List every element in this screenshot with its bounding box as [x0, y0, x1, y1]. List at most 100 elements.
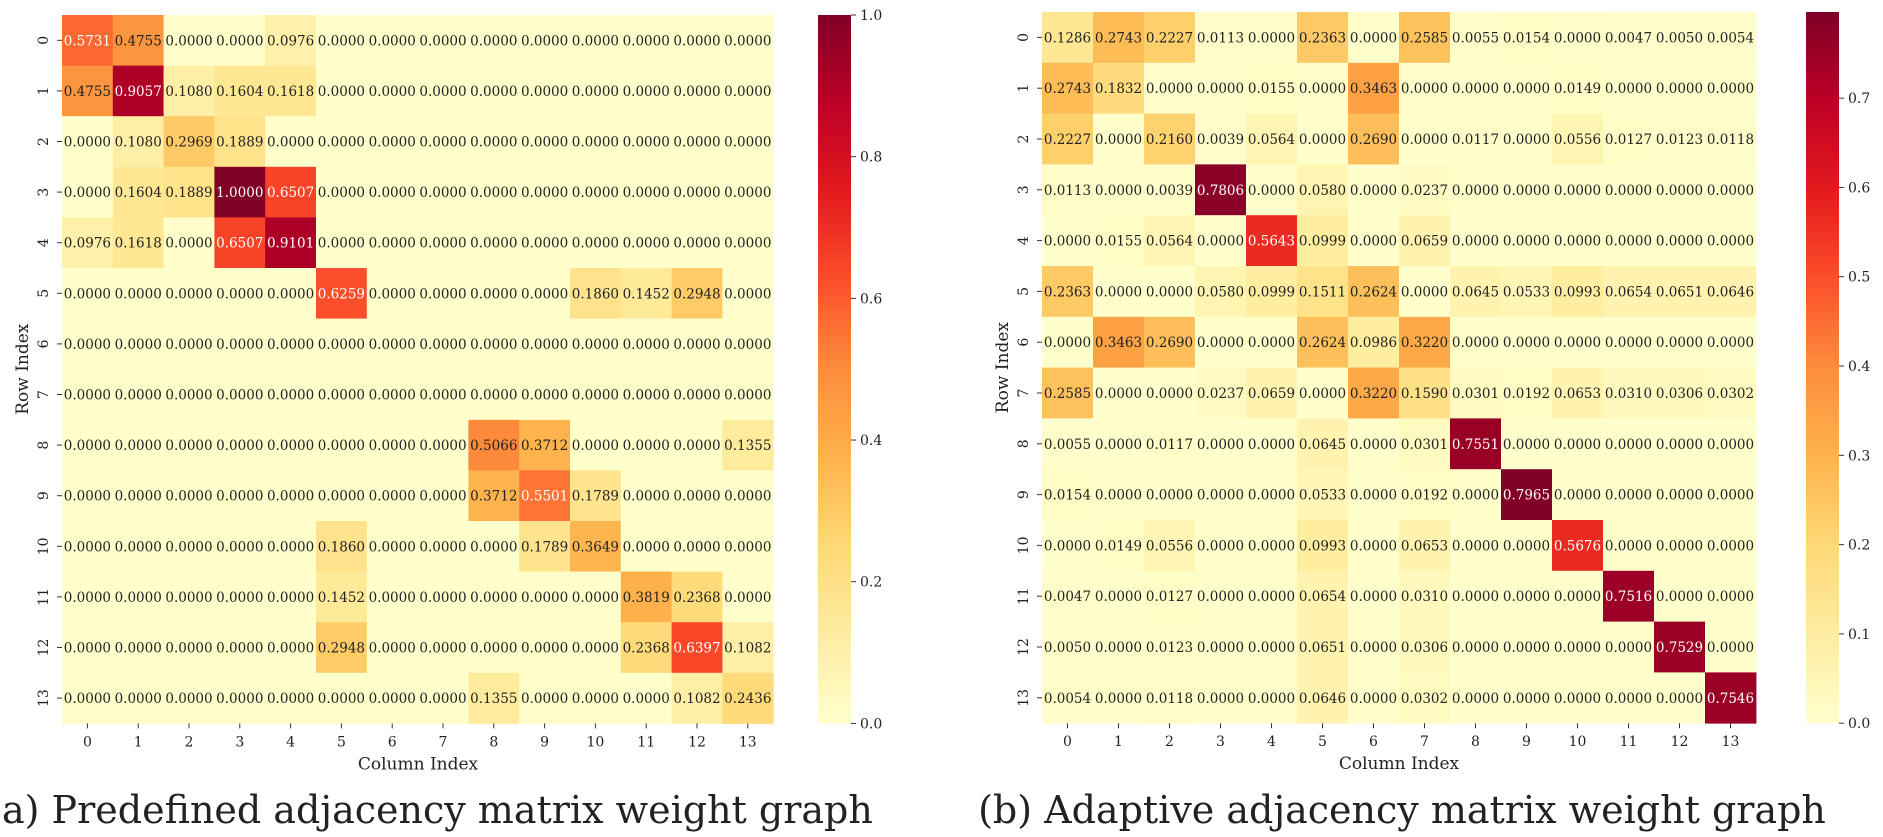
cell-value-label: 0.0000	[419, 438, 466, 454]
cell-value-label: 0.0000	[1095, 132, 1142, 148]
heatmap-cell-r2-c9	[519, 116, 571, 168]
heatmap-cell-r11-c3	[214, 571, 266, 623]
heatmap-cell-r0-c5	[1297, 12, 1349, 64]
x-tick-label: 12	[688, 734, 706, 750]
cell-value-label: 0.7806	[1197, 183, 1244, 199]
cell-value-label: 0.0000	[1095, 640, 1142, 656]
heatmap-cell-r3-c2	[1144, 164, 1196, 216]
heatmap-cell-r0-c7	[417, 15, 469, 66]
heatmap-cell-r11-c11	[1603, 570, 1655, 622]
colorbar-tick-label: 0.5	[1848, 270, 1870, 286]
heatmap-cell-r4-c12	[1654, 215, 1706, 267]
cell-value-label: 0.2948	[318, 641, 365, 657]
heatmap-cell-r12-c13	[722, 622, 774, 674]
heatmap-cell-r11-c5	[1297, 570, 1349, 622]
x-tick-label: 10	[586, 734, 604, 750]
cell-value-label: 0.0000	[1401, 81, 1448, 97]
heatmap-cell-r12-c8	[1450, 621, 1502, 673]
heatmap-cell-r7-c6	[366, 369, 418, 421]
cell-value-label: 0.0000	[318, 135, 365, 151]
cell-value-label: 0.0000	[216, 641, 263, 657]
cell-value-label: 0.1355	[470, 691, 517, 707]
cell-value-label: 0.0000	[572, 33, 619, 49]
heatmap-cell-r7-c10	[570, 369, 622, 421]
cell-value-label: 0.0000	[369, 489, 416, 505]
heatmap-cell-r6-c6	[366, 318, 418, 370]
heatmap-cell-r11-c5	[316, 571, 368, 623]
heatmap-cell-r8-c8	[1450, 418, 1502, 470]
cell-value-label: 0.0039	[1146, 183, 1193, 199]
cell-value-label: 0.0000	[1605, 640, 1652, 656]
cell-value-label: 0.0000	[724, 539, 771, 555]
cell-value-label: 0.0000	[521, 135, 568, 151]
heatmap-cell-r2-c7	[1399, 113, 1451, 165]
heatmap-cell-r4-c1	[112, 217, 164, 269]
heatmap-adaptive: 0.1286 0.2743 0.2227 0.0113 0.0000 0.2363 0.00…	[978, 12, 1870, 832]
cell-value-label: 0.0000	[165, 438, 212, 454]
cell-value-label: 0.0000	[115, 691, 162, 707]
cell-value-label: 0.3649	[572, 539, 619, 555]
heatmap-cell-r0-c9	[519, 15, 571, 66]
cell-value-label: 0.0000	[623, 388, 670, 404]
cell-value-label: 0.0000	[1656, 691, 1703, 707]
y-tick-label: 3	[36, 188, 52, 197]
heatmap-cell-r0-c1	[1093, 12, 1145, 64]
heatmap-cell-r9-c10	[570, 470, 622, 522]
x-tick-label: 6	[388, 734, 397, 750]
cell-value-label: 0.0000	[1503, 437, 1550, 453]
heatmap-cell-r13-c11	[1603, 672, 1655, 724]
cell-value-label: 0.0050	[1044, 640, 1091, 656]
heatmap-cell-r12-c3	[1195, 621, 1247, 673]
figure-caption: (a) Predefined adjacency matrix weight g…	[0, 788, 873, 832]
heatmap-cell-r11-c0	[62, 571, 114, 623]
heatmap-cell-r6-c13	[722, 318, 774, 370]
cell-value-label: 0.0000	[673, 539, 720, 555]
cell-value-label: 0.0000	[1197, 234, 1244, 250]
cell-value-label: 0.0000	[369, 641, 416, 657]
heatmap-cell-r4-c9	[1501, 215, 1553, 267]
heatmap-cell-r8-c13	[1705, 418, 1757, 470]
cell-value-label: 0.0127	[1146, 589, 1193, 605]
cell-value-label: 0.0000	[369, 438, 416, 454]
cell-value-label: 0.0659	[1401, 234, 1448, 250]
cell-value-label: 0.0000	[419, 286, 466, 302]
cell-value-label: 0.0149	[1554, 81, 1601, 97]
cell-value-label: 0.0000	[115, 388, 162, 404]
heatmap-cell-r6-c9	[1501, 316, 1553, 368]
heatmap-cell-r9-c13	[722, 470, 774, 522]
heatmap-cell-r12-c3	[214, 622, 266, 674]
heatmap-cell-r8-c11	[1603, 418, 1655, 470]
y-tick-label: 5	[36, 289, 52, 298]
x-tick-label: 8	[1471, 734, 1480, 750]
heatmap-cell-r4-c7	[417, 217, 469, 269]
cell-value-label: 0.0000	[470, 84, 517, 100]
cell-value-label: 0.0000	[673, 33, 720, 49]
cell-value-label: 0.0000	[470, 185, 517, 201]
heatmap-cell-r3-c10	[570, 166, 622, 218]
colorbar-tick-label: 1.0	[860, 8, 882, 24]
heatmap-cell-r12-c2	[163, 622, 215, 674]
x-tick-label: 0	[1063, 734, 1072, 750]
cell-value-label: 0.0000	[623, 33, 670, 49]
cell-value-label: 0.0000	[1452, 488, 1499, 504]
heatmap-cell-r11-c7	[417, 571, 469, 623]
heatmap-cell-r0-c13	[1705, 12, 1757, 64]
heatmap-cell-r3-c9	[519, 166, 571, 218]
cell-value-label: 0.0000	[1707, 538, 1754, 554]
cell-value-label: 0.0000	[1503, 589, 1550, 605]
cell-value-label: 0.5643	[1248, 234, 1295, 250]
cell-value-label: 0.2690	[1146, 335, 1193, 351]
heatmap-cell-r11-c2	[163, 571, 215, 623]
heatmap-cell-r5-c5	[316, 268, 368, 319]
cell-value-label: 0.2227	[1044, 132, 1091, 148]
cell-value-label: 0.7516	[1605, 589, 1652, 605]
cell-value-label: 0.0000	[724, 33, 771, 49]
x-tick-label: 0	[83, 734, 92, 750]
y-tick-label: 0	[1016, 33, 1032, 42]
heatmap-cell-r2-c8	[1450, 113, 1502, 165]
x-tick-label: 13	[739, 734, 757, 750]
cell-value-label: 0.1452	[318, 590, 365, 606]
cell-value-label: 0.0000	[521, 641, 568, 657]
cell-value-label: 0.0000	[470, 388, 517, 404]
heatmap-cell-r0-c5	[316, 15, 368, 66]
